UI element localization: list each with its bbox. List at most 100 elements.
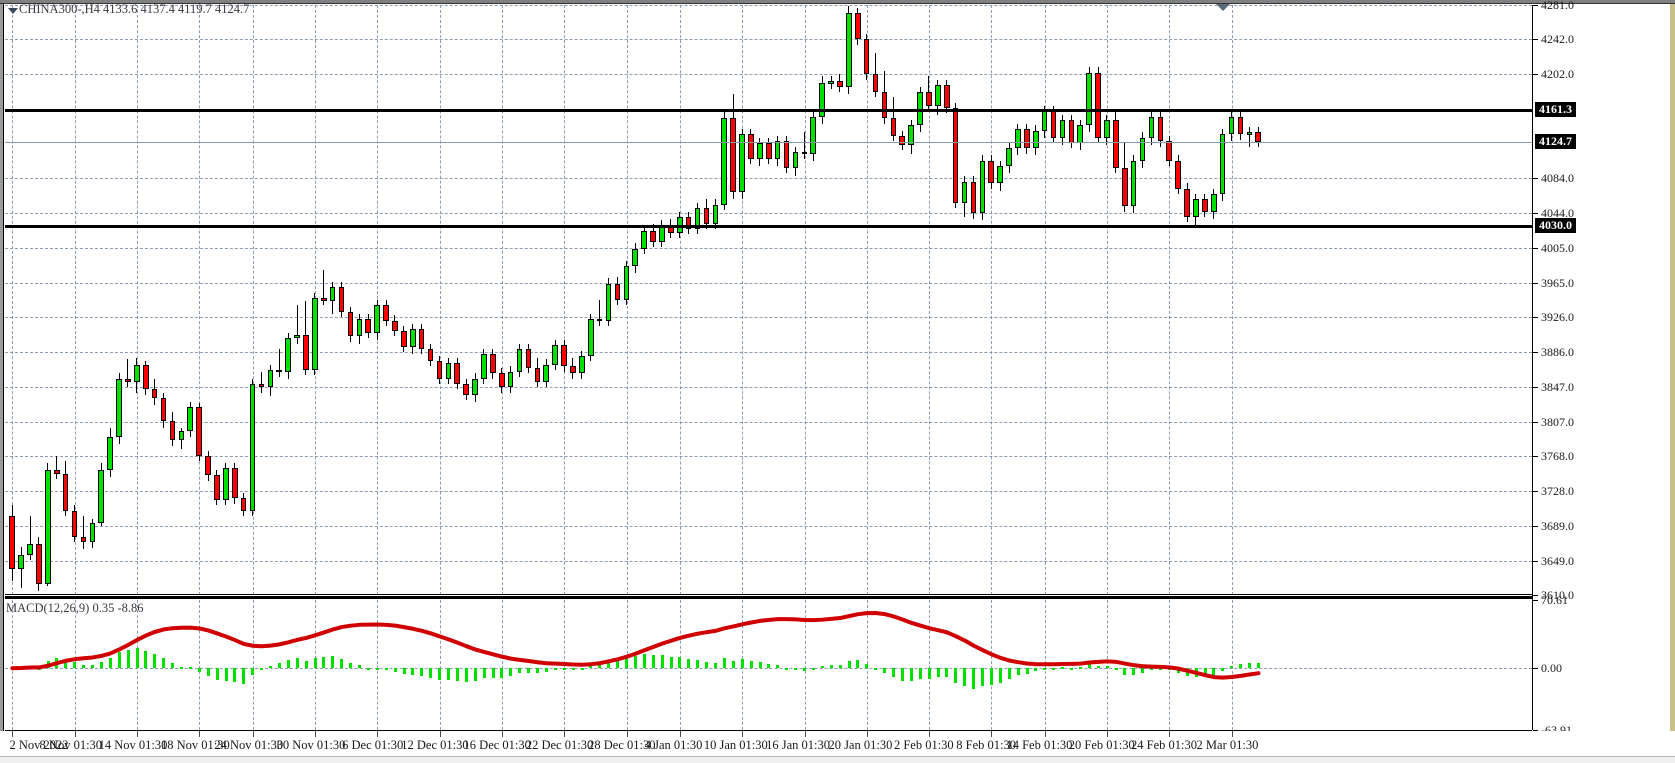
candlestick — [276, 5, 283, 595]
candlestick — [1228, 5, 1235, 595]
triangle-down-icon[interactable] — [8, 8, 18, 14]
macd-histogram-bar — [678, 657, 682, 669]
price-axis-tick — [1533, 74, 1538, 76]
candle-body — [71, 510, 78, 537]
macd-histogram-bar — [491, 668, 495, 678]
price-axis-tick — [1533, 560, 1538, 562]
price-tag-badge[interactable]: 4124.7 — [1535, 134, 1576, 150]
candlestick — [178, 5, 185, 595]
macd-histogram-bar — [1105, 666, 1109, 669]
candlestick — [757, 5, 763, 595]
candlestick — [427, 5, 434, 595]
candle-body — [285, 338, 291, 372]
candlestick — [151, 5, 158, 595]
candle-body — [36, 544, 42, 585]
candle-body — [18, 555, 24, 569]
price-axis-label: 3768.0 — [1541, 449, 1574, 464]
macd-histogram-bar — [820, 666, 824, 669]
time-axis-tick — [1044, 731, 1046, 737]
macd-histogram-bar — [553, 668, 557, 671]
candlestick — [1139, 5, 1146, 595]
candle-body — [365, 318, 372, 333]
candlestick — [18, 5, 24, 595]
price-tag-badge[interactable]: 4030.0 — [1535, 217, 1576, 233]
candlestick — [481, 5, 487, 595]
candlestick — [748, 5, 754, 595]
price-level-line[interactable] — [5, 109, 1532, 113]
candle-body — [988, 160, 995, 184]
macd-histogram-bar — [366, 667, 370, 670]
candle-body — [1086, 72, 1092, 126]
time-axis-tick — [626, 731, 628, 737]
macd-histogram-bar — [625, 658, 629, 669]
macd-signal-line — [10, 610, 1261, 680]
candle-body — [935, 85, 941, 107]
candle-body — [329, 287, 336, 302]
scroll-position-marker-icon[interactable] — [1216, 4, 1230, 11]
candlestick — [498, 5, 505, 595]
time-axis-label: 2 Nov 2022 — [9, 738, 69, 752]
candle-body — [1139, 137, 1146, 161]
grid-line-vertical — [1107, 5, 1109, 595]
price-axis-label: 3610.0 — [1541, 588, 1574, 602]
candle-body — [694, 208, 701, 230]
price-axis-label: 4084.0 — [1541, 171, 1574, 186]
macd-axis-tick — [1533, 600, 1538, 601]
candle-body — [579, 355, 585, 374]
price-level-line[interactable] — [5, 142, 1532, 144]
price-tag-badge[interactable]: 4161.3 — [1535, 102, 1576, 118]
macd-histogram-bar — [277, 663, 281, 669]
time-axis-tick — [679, 731, 681, 737]
candle-body — [632, 248, 639, 267]
price-axis-tick — [1533, 386, 1538, 388]
price-axis-tick — [1533, 421, 1538, 423]
candle-body — [463, 383, 469, 395]
candle-body — [943, 85, 950, 108]
candle-body — [979, 160, 986, 214]
candlestick — [231, 5, 238, 595]
price-chart-panel[interactable] — [5, 5, 1532, 595]
grid-line-vertical — [564, 5, 566, 595]
macd-histogram-bar — [1239, 663, 1243, 669]
candlestick — [160, 5, 167, 595]
candle-body — [98, 470, 105, 523]
candlestick — [1015, 5, 1021, 595]
time-axis-tick — [501, 731, 503, 737]
price-axis-tick — [1533, 595, 1538, 596]
candle-body — [1246, 132, 1253, 135]
grid-line-vertical — [137, 5, 139, 595]
macd-histogram-bar — [331, 656, 335, 669]
macd-axis-tick — [1533, 668, 1538, 670]
macd-histogram-bar — [1221, 668, 1225, 671]
macd-histogram-bar — [1248, 662, 1252, 669]
candlestick — [997, 5, 1003, 595]
macd-histogram-bar — [785, 668, 789, 671]
grid-line-vertical — [1107, 600, 1109, 730]
price-level-line[interactable] — [5, 224, 1532, 228]
grid-line-horizontal — [5, 213, 1532, 215]
macd-histogram-bar — [562, 668, 566, 671]
candle-body — [970, 181, 977, 214]
grid-line-vertical — [439, 600, 441, 730]
macd-histogram-bar — [99, 662, 103, 669]
candle-body — [837, 81, 843, 87]
macd-histogram-bar — [1070, 668, 1074, 670]
macd-histogram-bar — [1230, 665, 1234, 669]
macd-indicator-panel[interactable] — [5, 600, 1532, 730]
grid-line-horizontal — [5, 39, 1532, 41]
candlestick — [783, 5, 790, 595]
price-axis[interactable]: 4281.0 4242.0 4202.0 4084.0 4044.0 4005.0 3965… — [1533, 0, 1670, 763]
candle-wick — [127, 359, 129, 388]
candle-body — [1184, 188, 1190, 217]
candlestick — [134, 5, 140, 595]
candle-body — [854, 12, 861, 40]
macd-histogram-bar — [144, 650, 148, 669]
candlestick — [961, 5, 968, 595]
candle-body — [570, 366, 576, 374]
price-axis-tick — [1533, 456, 1538, 458]
candlestick — [774, 5, 781, 595]
candle-body — [347, 311, 354, 337]
price-axis-tick — [1533, 213, 1538, 215]
candlestick — [525, 5, 532, 595]
macd-histogram-bar — [349, 662, 353, 669]
